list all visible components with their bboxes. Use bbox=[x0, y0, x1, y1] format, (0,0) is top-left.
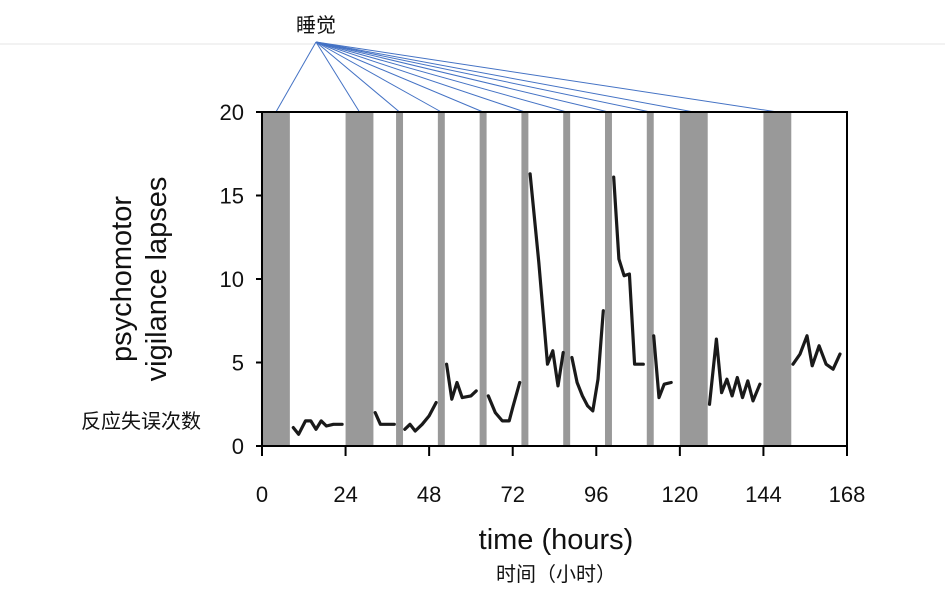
y-tick-label-10: 10 bbox=[220, 267, 244, 292]
sleep-band-5 bbox=[521, 112, 529, 446]
y-axis-title-line1: psychomotor bbox=[106, 196, 138, 362]
sleep-leader-line-7 bbox=[315, 41, 609, 113]
sleep-band-3 bbox=[437, 112, 445, 446]
sleep-band-2 bbox=[396, 112, 404, 446]
x-axis-title-translation: 时间（小时） bbox=[496, 562, 616, 586]
sleep-leader-line-10 bbox=[315, 41, 778, 113]
sleep-band-0 bbox=[262, 112, 290, 446]
series-segment-4 bbox=[486, 380, 522, 423]
series-line-group bbox=[291, 172, 842, 436]
x-tick-label-168: 168 bbox=[829, 482, 866, 507]
sleep-leader-line-8 bbox=[315, 41, 651, 113]
series-segment-10 bbox=[791, 334, 842, 371]
series-segment-7 bbox=[612, 175, 645, 366]
sleep-leader-line-2 bbox=[315, 41, 400, 113]
x-tick-label-144: 144 bbox=[745, 482, 782, 507]
sleep-leader-line-3 bbox=[315, 41, 442, 113]
sleep-leader-lines bbox=[275, 41, 778, 113]
x-tick-label-72: 72 bbox=[500, 482, 524, 507]
sleep-band-9 bbox=[679, 112, 708, 446]
y-axis-title-translation: 反应失误次数 bbox=[81, 409, 201, 433]
y-axis-title-line2: vigilance lapses bbox=[141, 177, 173, 382]
x-axis-title: time (hours) bbox=[479, 524, 634, 556]
series-segment-1 bbox=[373, 411, 396, 426]
sleep-band-8 bbox=[646, 112, 654, 446]
series-segment-2 bbox=[403, 401, 438, 433]
sleep-band-4 bbox=[479, 112, 487, 446]
sleep-label: 睡觉 bbox=[296, 13, 336, 37]
y-tick-label-0: 0 bbox=[232, 434, 244, 459]
x-axis: 0 24 48 72 96 120 144 168 bbox=[256, 446, 865, 507]
series-segment-5 bbox=[528, 172, 565, 388]
sleep-leader-line-4 bbox=[315, 41, 484, 113]
sleep-band-10 bbox=[763, 112, 792, 446]
series-segment-8 bbox=[652, 334, 673, 400]
x-tick-label-96: 96 bbox=[584, 482, 608, 507]
sleep-leader-line-5 bbox=[315, 41, 526, 113]
sleep-bands bbox=[262, 112, 792, 446]
sleep-leader-line-6 bbox=[315, 41, 567, 113]
y-tick-label-5: 5 bbox=[232, 351, 244, 376]
series-segment-3 bbox=[445, 362, 478, 401]
series-segment-0 bbox=[291, 419, 344, 436]
sleep-band-1 bbox=[345, 112, 374, 446]
sleep-leader-line-1 bbox=[315, 41, 360, 113]
y-axis: 0 5 10 15 20 bbox=[220, 100, 262, 459]
series-segment-9 bbox=[707, 337, 762, 406]
sleep-band-6 bbox=[563, 112, 571, 446]
sleep-leader-line-9 bbox=[315, 41, 694, 113]
x-tick-label-24: 24 bbox=[333, 482, 357, 507]
y-tick-label-15: 15 bbox=[220, 184, 244, 209]
x-tick-label-48: 48 bbox=[417, 482, 441, 507]
sleep-band-7 bbox=[604, 112, 612, 446]
y-tick-label-20: 20 bbox=[220, 100, 244, 125]
x-tick-label-0: 0 bbox=[256, 482, 268, 507]
sleep-leader-line-0 bbox=[275, 41, 317, 113]
x-tick-label-120: 120 bbox=[661, 482, 698, 507]
series-segment-6 bbox=[570, 309, 605, 413]
